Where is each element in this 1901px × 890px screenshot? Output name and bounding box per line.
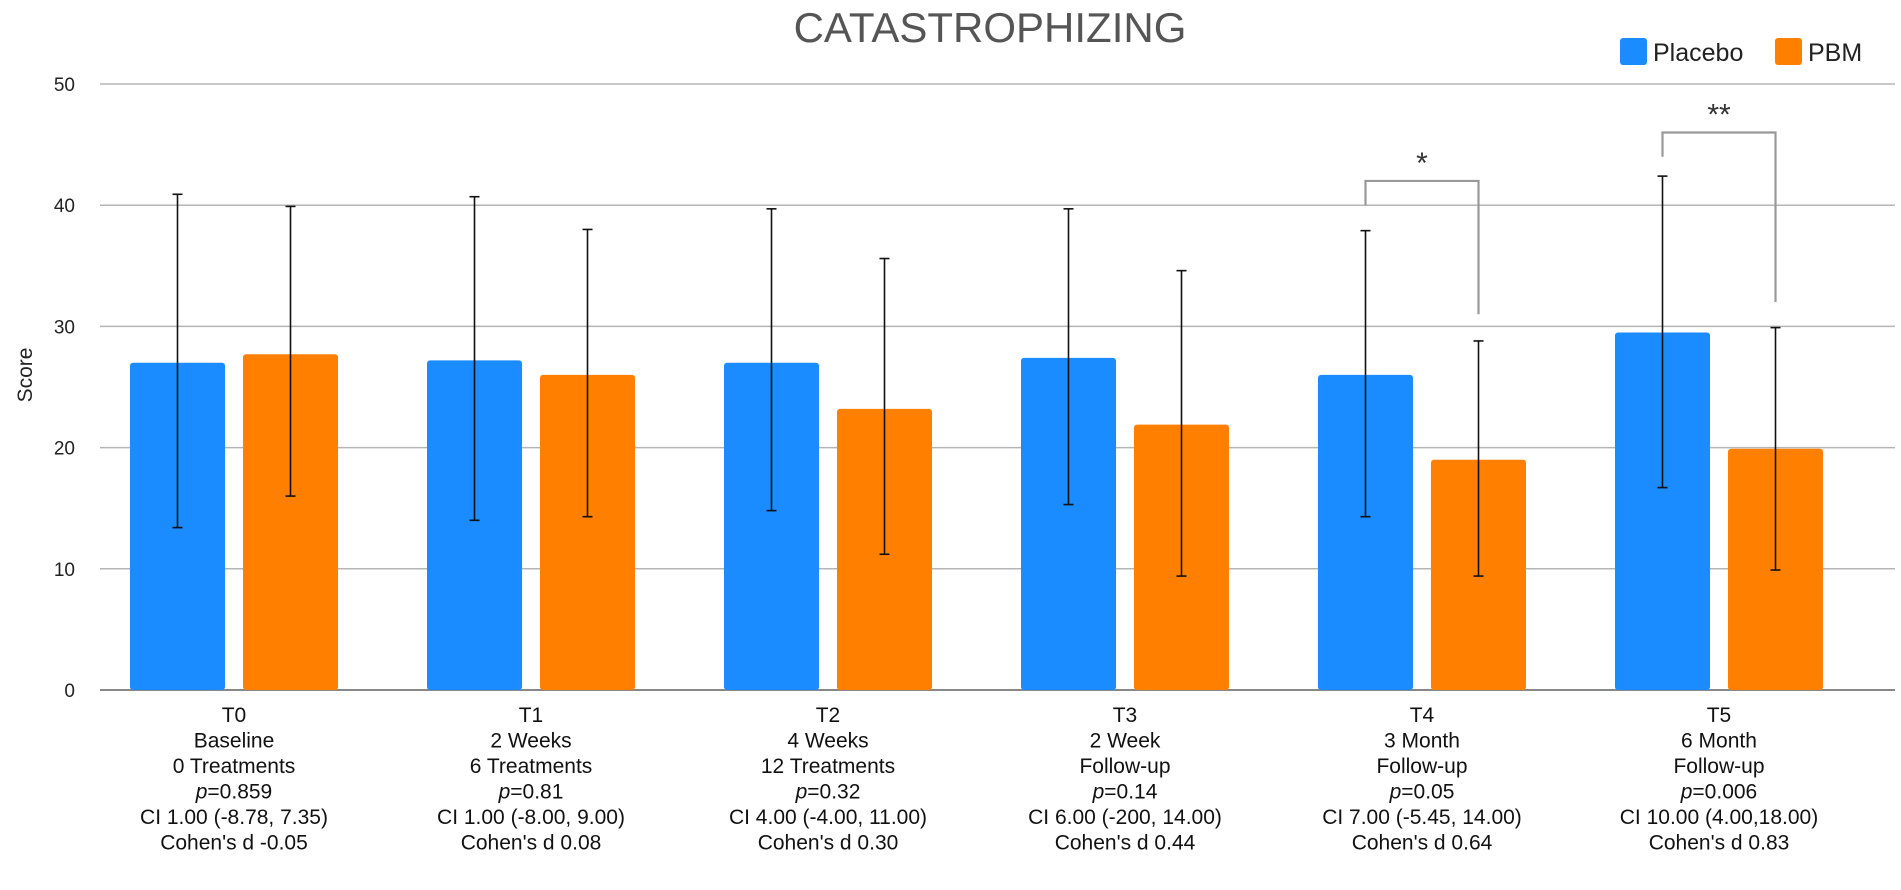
error-bar-placebo-t5: [1657, 175, 1668, 489]
x-label-line: T1: [519, 704, 544, 727]
p-value: =0.006: [1692, 781, 1757, 804]
x-label-line: Follow-up: [1673, 755, 1764, 778]
error-bar-placebo-t2: [766, 208, 777, 512]
x-label-line: CI 10.00 (4.00,18.00): [1620, 806, 1818, 829]
y-axis: 0 10 20 30 40 50: [54, 75, 75, 702]
p-prefix: p: [498, 781, 511, 804]
x-label-line: Follow-up: [1376, 755, 1467, 778]
bar-placebo-t5: [1615, 332, 1710, 690]
error-bar-placebo-t3: [1063, 208, 1074, 506]
x-label-line: 4 Weeks: [787, 730, 868, 753]
error-bar-placebo-t4: [1360, 229, 1371, 518]
p-prefix: p: [195, 781, 208, 804]
x-label-line: 0 Treatments: [173, 755, 296, 778]
error-bar-pbm-t4: [1473, 340, 1484, 577]
x-label-line: 6 Treatments: [470, 755, 593, 778]
y-tick-label: 0: [64, 681, 75, 702]
error-bar-pbm-t1: [582, 228, 593, 518]
x-label-line: 3 Month: [1384, 730, 1460, 753]
significance-brackets: ***: [1364, 98, 1777, 315]
x-label-line: 12 Treatments: [761, 755, 895, 778]
error-bar-pbm-t2: [879, 257, 890, 556]
p-value: =0.859: [207, 781, 272, 804]
p-value: =0.81: [510, 781, 563, 804]
x-label-line: CI 4.00 (-4.00, 11.00): [729, 806, 927, 829]
bar-placebo-t1: [427, 360, 522, 690]
error-bar-pbm-t5: [1770, 326, 1781, 571]
legend-item-pbm: PBM: [1775, 38, 1862, 67]
legend-label: PBM: [1808, 39, 1862, 67]
x-label-line: T0: [222, 704, 247, 727]
p-value-label: p=0.81: [498, 781, 564, 804]
x-label-line: T3: [1113, 704, 1138, 727]
p-value: =0.32: [807, 781, 860, 804]
x-label-line: T2: [816, 704, 841, 727]
p-value-label: p=0.14: [1092, 781, 1158, 804]
x-label-line: Follow-up: [1079, 755, 1170, 778]
p-prefix: p: [1680, 781, 1693, 804]
p-value: =0.05: [1401, 781, 1454, 804]
significance-bracket: *: [1364, 147, 1480, 315]
legend-swatch: [1620, 38, 1647, 65]
bar-placebo-t3: [1021, 357, 1116, 690]
significance-label: *: [1416, 147, 1428, 180]
chart-title: CATASTROPHIZING: [794, 4, 1187, 51]
p-value: =0.14: [1104, 781, 1157, 804]
x-label-line: CI 7.00 (-5.45, 14.00): [1322, 806, 1522, 829]
x-label-line: T5: [1707, 704, 1732, 727]
p-value-label: p=0.32: [795, 781, 861, 804]
p-prefix: p: [1092, 781, 1105, 804]
significance-bracket: **: [1661, 98, 1777, 303]
y-axis-label: Score: [14, 348, 37, 403]
y-tick-label: 20: [54, 439, 75, 460]
legend: Placebo PBM: [1620, 38, 1862, 67]
p-prefix: p: [795, 781, 808, 804]
error-bar-pbm-t3: [1176, 269, 1187, 577]
y-tick-label: 40: [54, 196, 75, 217]
x-label-line: Cohen's d -0.05: [160, 832, 308, 855]
x-label-line: 6 Month: [1681, 730, 1757, 753]
error-bar-placebo-t0: [172, 193, 183, 529]
x-label-line: Cohen's d 0.30: [758, 832, 899, 855]
bars: [130, 332, 1823, 690]
x-label-line: Cohen's d 0.64: [1352, 832, 1493, 855]
significance-label: **: [1707, 98, 1731, 131]
x-label-line: T4: [1410, 704, 1435, 727]
legend-item-placebo: Placebo: [1620, 38, 1743, 67]
bar-placebo-t2: [724, 362, 819, 690]
y-tick-label: 50: [54, 75, 75, 96]
error-bars: [172, 175, 1781, 577]
x-label-line: Cohen's d 0.44: [1055, 832, 1196, 855]
legend-label: Placebo: [1653, 39, 1743, 67]
x-label-line: Baseline: [194, 730, 275, 753]
p-value-label: p=0.05: [1389, 781, 1455, 804]
legend-swatch: [1775, 38, 1802, 65]
bar-pbm-t1: [540, 374, 635, 690]
x-label-line: 2 Weeks: [490, 730, 571, 753]
gridlines: [100, 83, 1895, 691]
p-value-label: p=0.859: [195, 781, 273, 804]
x-label-line: CI 6.00 (-200, 14.00): [1028, 806, 1222, 829]
p-prefix: p: [1389, 781, 1402, 804]
y-tick-label: 30: [54, 317, 75, 338]
x-label-line: CI 1.00 (-8.00, 9.00): [437, 806, 625, 829]
bar-pbm-t0: [243, 354, 338, 690]
x-label-line: Cohen's d 0.08: [461, 832, 602, 855]
x-label-line: CI 1.00 (-8.78, 7.35): [140, 806, 328, 829]
x-label-line: 2 Week: [1090, 730, 1161, 753]
bar-placebo-t4: [1318, 374, 1413, 690]
y-tick-label: 10: [54, 560, 75, 581]
p-value-label: p=0.006: [1680, 781, 1758, 804]
x-label-line: Cohen's d 0.83: [1649, 832, 1790, 855]
error-bar-pbm-t0: [285, 205, 296, 497]
error-bar-placebo-t1: [469, 195, 480, 522]
